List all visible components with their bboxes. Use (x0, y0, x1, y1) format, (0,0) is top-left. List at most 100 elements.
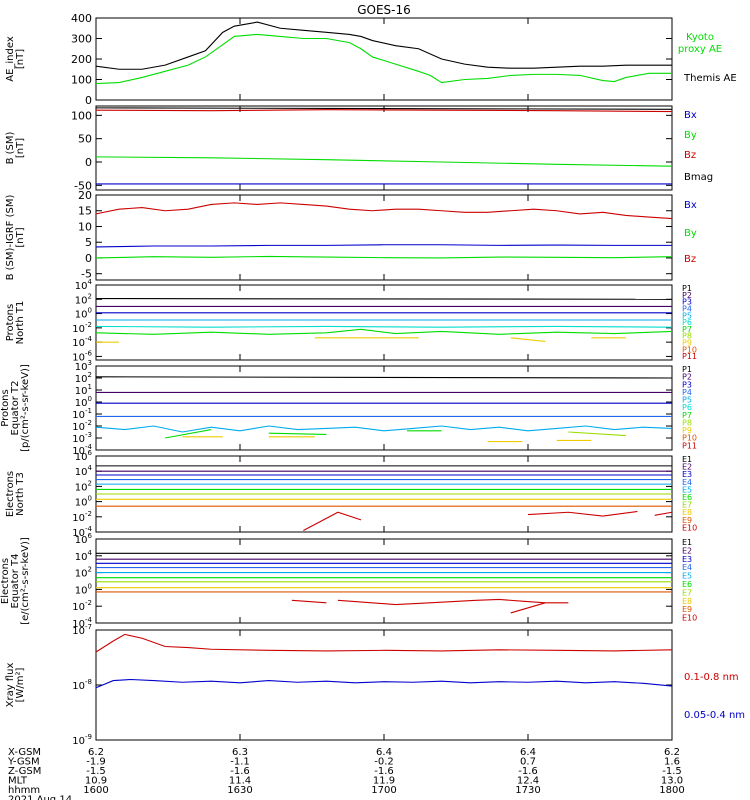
orbit-value: 6.3 (232, 747, 248, 758)
panel-frame (95, 284, 673, 361)
series-p7 (95, 328, 673, 335)
orbit-value: -1.5 (86, 766, 106, 777)
panel-frame (95, 365, 673, 451)
orbit-value: 1730 (515, 785, 540, 796)
legend-entry: By (684, 130, 697, 141)
y-tick-label: 0 (85, 156, 92, 169)
legend-entry: 0.05-0.4 nm (684, 710, 745, 721)
y-tick-label: 100 (75, 307, 92, 321)
legend-entry: E6 (682, 580, 692, 589)
y-tick-label: 400 (71, 12, 92, 25)
legend-entry: E2 (682, 463, 692, 472)
y-tick-label: 5 (85, 236, 92, 249)
legend-entry: P8 (682, 332, 692, 341)
legend-entry: P6 (682, 403, 692, 412)
orbit-value: 10.9 (85, 776, 107, 787)
series-0-05-0-4-nm (95, 678, 673, 689)
y-tick-label: 104 (75, 464, 93, 478)
series-by (95, 156, 673, 167)
plot-title: GOES-16 (357, 3, 411, 17)
legend-entry: 0.1-0.8 nm (684, 672, 739, 683)
y-tick-label: 10-6 (72, 349, 92, 363)
legend-entry: E4 (682, 563, 692, 572)
legend-entry: P7 (682, 325, 692, 334)
orbit-row-label: X-GSM (8, 747, 41, 758)
legend-entry: Kyoto proxy AE (678, 32, 722, 55)
panel-ae: 0 100 200 300 400 AE_index[nT] Kyoto proxy AE Th… (5, 12, 737, 107)
series-e10 (291, 599, 327, 604)
legend-entry: Bx (684, 110, 697, 121)
y-tick-label: 103 (75, 359, 92, 373)
panel-frame (95, 538, 673, 624)
y-tick-label: 200 (71, 53, 92, 66)
y-tick-label: 10-4 (72, 335, 92, 349)
orbit-value: 1700 (371, 785, 396, 796)
y-tick-label: 10-2 (72, 419, 92, 433)
legend-entry: P10 (682, 434, 697, 443)
legend-entry: E7 (682, 588, 692, 597)
orbit-value: -0.2 (374, 757, 394, 768)
panel-frame (95, 629, 673, 741)
orbit-value: -1.1 (230, 757, 250, 768)
orbit-value: 6.4 (520, 747, 536, 758)
panel-ee: 106 104 102 100 10-2 10-4 ElectronsEquator T4[… (0, 532, 697, 630)
y-axis-label: ProtonsEquator T2[p/(cm²-s-sr-keV)] (0, 364, 31, 452)
legend-entry: E5 (682, 485, 692, 494)
legend: Bx By Bz (684, 200, 697, 265)
orbit-value: 0.7 (520, 757, 536, 768)
orbit-value: 11.4 (229, 776, 251, 787)
series-bmag (95, 107, 673, 110)
series-e10d (654, 511, 673, 516)
y-tick-label: 102 (75, 479, 92, 493)
y-tick-label: 100 (71, 109, 92, 122)
orbit-date: 2021 Aug 14 (8, 795, 72, 800)
y-tick-label: 10-4 (72, 616, 92, 630)
series-0-1-0-8-nm (95, 633, 673, 653)
series-p8 (568, 431, 626, 437)
legend-entry: P2 (682, 373, 692, 382)
legend-entry: P5 (682, 311, 692, 320)
y-tick-label: 10-4 (72, 443, 92, 457)
orbit-row-label: Y-GSM (7, 757, 40, 768)
orbit-value: 1600 (83, 785, 108, 796)
legend-entry: P3 (682, 298, 692, 307)
legend-entry: E3 (682, 555, 692, 564)
legend: 0.1-0.8 nm 0.05-0.4 nm (684, 672, 745, 721)
y-tick-label: -50 (74, 179, 92, 192)
series-by (95, 255, 673, 259)
y-tick-label: -5 (81, 268, 92, 281)
series-e10b (527, 511, 603, 517)
panel-bsm: -50 0 50 100 B (SM)[nT] Bx By Bz Bmag (5, 105, 713, 192)
legend-entry: E6 (682, 493, 692, 502)
y-tick-label: 104 (75, 278, 93, 292)
legend-entry: P11 (682, 441, 697, 450)
orbit-value: -1.9 (86, 757, 106, 768)
orbit-value: -1.5 (662, 766, 682, 777)
legend-entry: P1 (682, 284, 692, 293)
legend-entry: P5 (682, 396, 692, 405)
y-axis-label: B (SM)[nT] (5, 131, 26, 164)
y-tick-label: 10-8 (72, 678, 92, 692)
y-tick-label: 100 (75, 582, 92, 596)
orbit-value: -1.6 (230, 766, 250, 777)
y-tick-label: 102 (75, 292, 92, 306)
legend-entry: E4 (682, 478, 692, 487)
y-axis-label: ElectronsNorth T3 (5, 471, 26, 517)
legend-entry: Bz (684, 254, 696, 265)
y-tick-label: 10-1 (72, 407, 92, 421)
series-bz (95, 202, 673, 220)
y-tick-label: 104 (75, 549, 93, 563)
legend-entry: E9 (682, 516, 692, 525)
orbit-value: 6.2 (664, 747, 680, 758)
legend-entry: E2 (682, 546, 692, 555)
legend-entry: E10 (682, 614, 697, 623)
legend-entry: P10 (682, 345, 697, 354)
legend-entry: P6 (682, 318, 692, 327)
panel-bigrf: -5 0 5 10 15 20 B (SM)-IGRF (SM)[nT] Bx By Bz (5, 189, 697, 281)
